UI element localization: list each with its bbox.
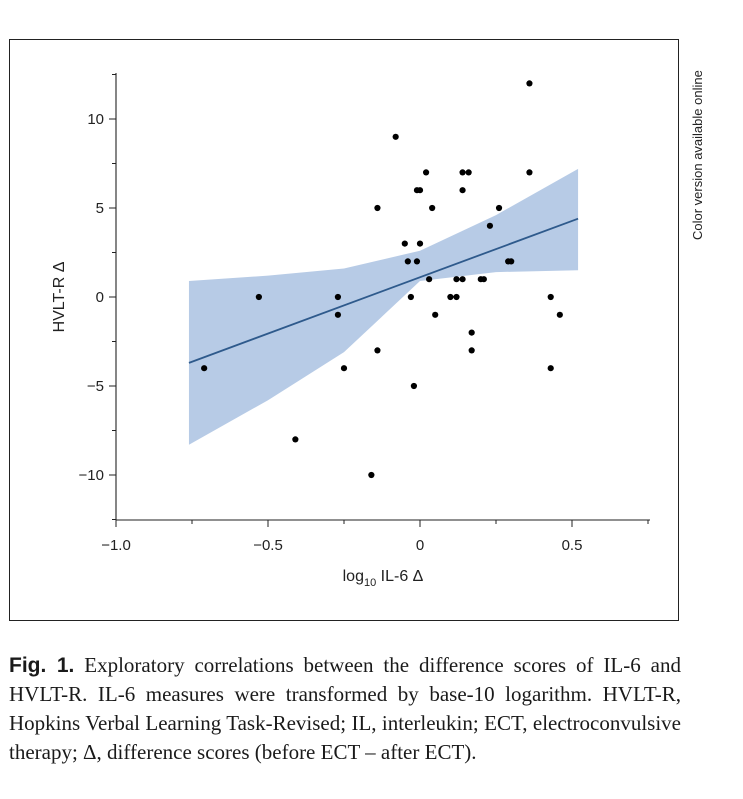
data-point: [486, 222, 494, 229]
data-point: [404, 258, 411, 265]
y-tick-label: −5: [87, 378, 104, 395]
data-point: [413, 258, 421, 265]
data-point: [556, 311, 563, 318]
data-point: [453, 276, 460, 283]
data-point: [410, 382, 418, 390]
data-point: [334, 311, 342, 318]
axes-layer: −10 −5 0 5 10 −1.0 −0.5 0 0.5: [79, 73, 650, 554]
data-point: [334, 293, 342, 301]
data-point: [526, 169, 533, 176]
figure-caption: Fig. 1. Exploratory correlations between…: [9, 651, 681, 767]
data-point: [480, 276, 487, 283]
data-point: [547, 293, 554, 301]
data-point: [526, 80, 533, 87]
data-point: [416, 240, 424, 247]
data-point: [416, 187, 424, 194]
confidence-band-layer: [188, 168, 579, 445]
data-point: [547, 365, 554, 372]
x-axis-title-main: log: [343, 568, 364, 585]
data-point: [201, 365, 208, 372]
data-point: [429, 204, 436, 212]
regression-line: [188, 217, 579, 364]
y-tick-label: 0: [96, 289, 104, 306]
data-point: [495, 204, 503, 212]
data-point: [459, 276, 466, 283]
data-point: [401, 240, 408, 247]
data-point: [453, 293, 460, 301]
y-tick-label: −10: [79, 467, 104, 484]
data-point: [426, 276, 433, 283]
caption-label: Fig. 1.: [9, 654, 75, 677]
color-version-note: Color version available online: [690, 70, 705, 240]
data-point: [340, 365, 348, 372]
y-tick-label: 5: [96, 200, 104, 217]
data-point: [292, 436, 299, 443]
data-point: [368, 471, 375, 479]
data-point: [374, 347, 381, 354]
data-point: [459, 187, 466, 194]
caption-text: Exploratory correlations between the dif…: [9, 653, 681, 764]
data-point: [255, 293, 262, 301]
data-point: [468, 329, 475, 336]
y-axis-title: HVLT-R Δ: [51, 261, 68, 332]
x-tick-label: 0.5: [562, 537, 583, 554]
data-point: [468, 347, 475, 354]
data-point: [407, 293, 414, 301]
data-point: [422, 169, 430, 176]
fit-line-layer: [188, 217, 579, 364]
data-point: [374, 204, 381, 212]
points-layer: [201, 80, 563, 479]
x-tick-label: −1.0: [101, 537, 131, 554]
x-axis-title-rest: IL-6 Δ: [376, 568, 423, 585]
data-point: [447, 293, 454, 301]
x-axis-title: log10 IL-6 Δ: [343, 568, 424, 589]
data-point: [392, 133, 399, 140]
x-tick-label: −0.5: [253, 537, 283, 554]
x-axis-title-subscript: 10: [364, 577, 376, 589]
figure-frame: [9, 39, 679, 621]
confidence-band: [188, 168, 579, 445]
data-point: [432, 311, 439, 318]
data-point: [465, 169, 472, 176]
data-point: [459, 169, 466, 176]
y-tick-label: 10: [87, 111, 104, 128]
x-tick-label: 0: [416, 537, 424, 554]
data-point: [508, 258, 515, 265]
